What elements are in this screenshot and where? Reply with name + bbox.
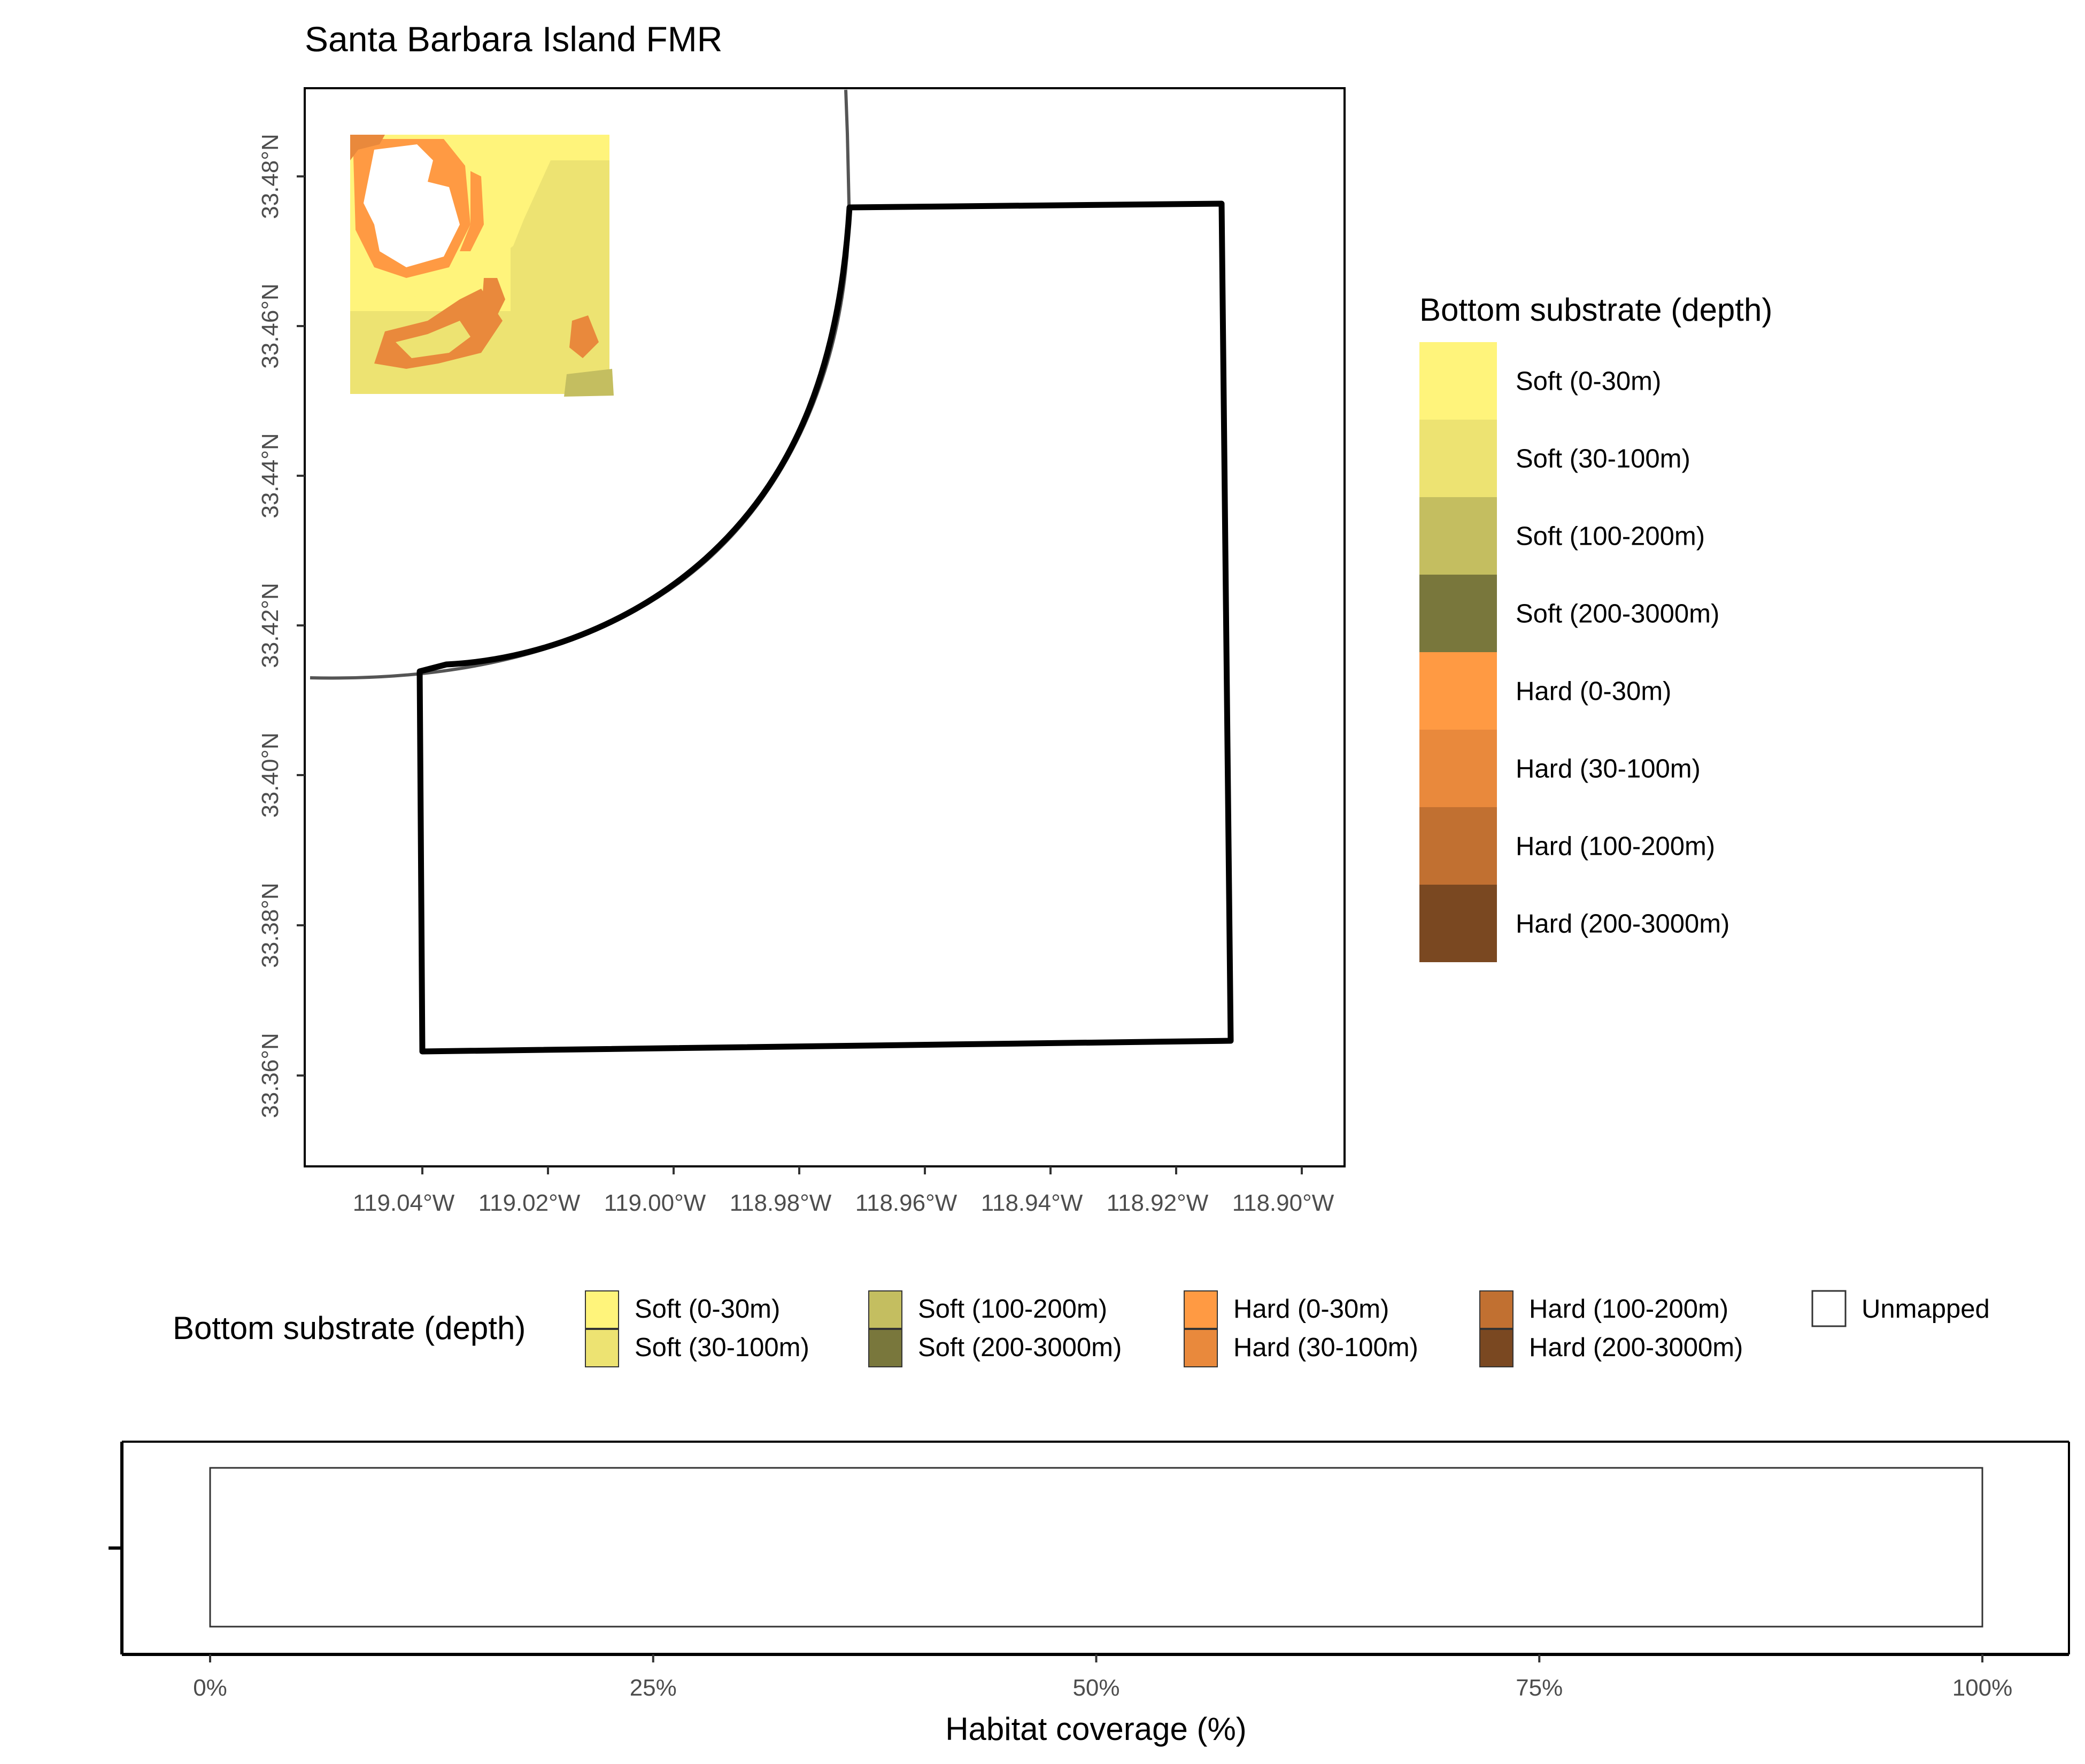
x-tick-label: 100% [1952, 1675, 2013, 1701]
legend-label: Soft (30-100m) [1516, 445, 1690, 474]
legend-label: Hard (0-30m) [1233, 1295, 1389, 1324]
legend-right-items: Soft (0-30m) Soft (30-100m) Soft (100-200m… [1419, 342, 1729, 962]
legend-swatch [1184, 1290, 1218, 1329]
legend-label: Hard (30-100m) [1516, 755, 1701, 784]
legend-label: Hard (0-30m) [1516, 677, 1671, 706]
legend-label: Unmapped [1862, 1295, 1990, 1324]
legend-label: Hard (200-3000m) [1516, 910, 1729, 939]
map-panel: 33.48°N 33.46°N 33.44°N 33.42°N 33.40°N … [257, 87, 1346, 1216]
habitat-raster [350, 135, 614, 397]
lon-tick-label: 118.98°W [730, 1190, 832, 1216]
bars-group [209, 1467, 1983, 1628]
x-tick-label: 50% [1072, 1675, 1119, 1701]
legend-swatch [868, 1290, 902, 1329]
legend-swatch [868, 1329, 902, 1367]
lon-tick-label: 119.02°W [478, 1190, 581, 1216]
legend-bottom-title: Bottom substrate (depth) [173, 1310, 526, 1346]
legend-swatch [585, 1290, 619, 1329]
legend-label: Soft (0-30m) [1516, 367, 1661, 396]
chart-x-ticks: 0% 25% 50% 75% 100% [193, 1654, 2012, 1701]
legend-label: Soft (200-3000m) [1516, 600, 1719, 629]
legend-swatch [1419, 807, 1497, 885]
legend-right-title: Bottom substrate (depth) [1419, 292, 1772, 328]
bar-segment [209, 1467, 1983, 1628]
legend-swatch [1811, 1290, 1847, 1327]
legend-right: Bottom substrate (depth) Soft (0-30m)Sof… [1419, 292, 1772, 962]
legend-swatch [1184, 1329, 1218, 1367]
legend-swatch [1419, 420, 1497, 497]
legend-label: Soft (100-200m) [918, 1295, 1107, 1324]
legend-swatch [1419, 497, 1497, 575]
legend-swatch [1419, 885, 1497, 962]
lat-tick-label: 33.48°N [257, 134, 283, 219]
legend-bottom: Bottom substrate (depth) Soft (0-30m)Sof… [173, 1290, 1990, 1367]
chart-x-axis-title: Habitat coverage (%) [945, 1711, 1247, 1747]
legend-label: Soft (100-200m) [1516, 522, 1705, 551]
page-title: Santa Barbara Island FMR [305, 19, 722, 59]
legend-label: Hard (100-200m) [1516, 832, 1715, 861]
legend-label: Hard (200-3000m) [1529, 1333, 1743, 1362]
legend-label: Hard (100-200m) [1529, 1295, 1728, 1324]
lat-tick-label: 33.44°N [257, 433, 283, 518]
legend-swatch [1419, 730, 1497, 807]
lon-tick-label: 119.00°W [604, 1190, 706, 1216]
legend-swatch [1419, 652, 1497, 730]
lat-tick-label: 33.46°N [257, 283, 283, 368]
lon-tick-label: 118.90°W [1232, 1190, 1334, 1216]
lat-tick-label: 33.40°N [257, 732, 283, 817]
legend-swatch [1479, 1329, 1513, 1367]
legend-label: Soft (0-30m) [635, 1295, 780, 1324]
lat-tick-label: 33.36°N [257, 1033, 283, 1118]
lon-tick-label: 118.94°W [981, 1190, 1083, 1216]
legend-swatch [1419, 342, 1497, 420]
legend-label: Soft (200-3000m) [918, 1333, 1122, 1362]
map-x-axis: 119.04°W 119.02°W 119.00°W 118.98°W 118.… [353, 1166, 1334, 1216]
lat-tick-label: 33.38°N [257, 883, 283, 968]
x-tick-label: 75% [1516, 1675, 1563, 1701]
lon-tick-label: 118.96°W [855, 1190, 957, 1216]
map-y-axis: 33.48°N 33.46°N 33.44°N 33.42°N 33.40°N … [257, 134, 305, 1118]
lon-tick-label: 118.92°W [1107, 1190, 1209, 1216]
lat-tick-label: 33.42°N [257, 583, 283, 668]
x-tick-label: 0% [193, 1675, 227, 1701]
x-tick-label: 25% [630, 1675, 677, 1701]
lon-tick-label: 119.04°W [353, 1190, 455, 1216]
legend-swatch [1479, 1290, 1513, 1329]
legend-swatch [1419, 575, 1497, 652]
legend-label: Hard (30-100m) [1233, 1333, 1418, 1362]
legend-swatch [585, 1329, 619, 1367]
legend-label: Soft (30-100m) [635, 1333, 809, 1362]
fmr-boundary [416, 200, 1234, 1055]
legend-bottom-items: Soft (0-30m) Soft (30-100m) Soft (100-200m… [585, 1290, 1990, 1367]
coverage-chart: 0% 25% 50% 75% 100% Habitat coverage (%) [109, 1441, 2070, 1747]
